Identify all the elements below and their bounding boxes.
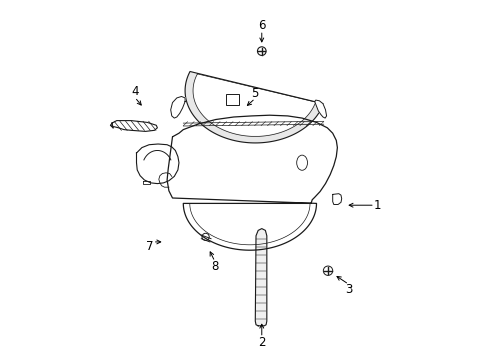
Text: 6: 6 bbox=[258, 19, 265, 32]
Text: 3: 3 bbox=[345, 283, 352, 296]
Polygon shape bbox=[110, 121, 157, 131]
Text: 2: 2 bbox=[258, 336, 265, 349]
Polygon shape bbox=[255, 229, 266, 326]
Bar bbox=[225, 94, 239, 105]
Polygon shape bbox=[185, 72, 323, 143]
Polygon shape bbox=[136, 144, 179, 184]
Circle shape bbox=[257, 47, 265, 55]
Text: 4: 4 bbox=[131, 85, 138, 98]
Polygon shape bbox=[314, 100, 326, 118]
Text: 1: 1 bbox=[373, 199, 381, 212]
Text: 7: 7 bbox=[146, 240, 154, 253]
Polygon shape bbox=[170, 96, 185, 118]
Text: 8: 8 bbox=[211, 260, 218, 273]
Polygon shape bbox=[167, 115, 337, 250]
Text: 5: 5 bbox=[251, 87, 259, 100]
